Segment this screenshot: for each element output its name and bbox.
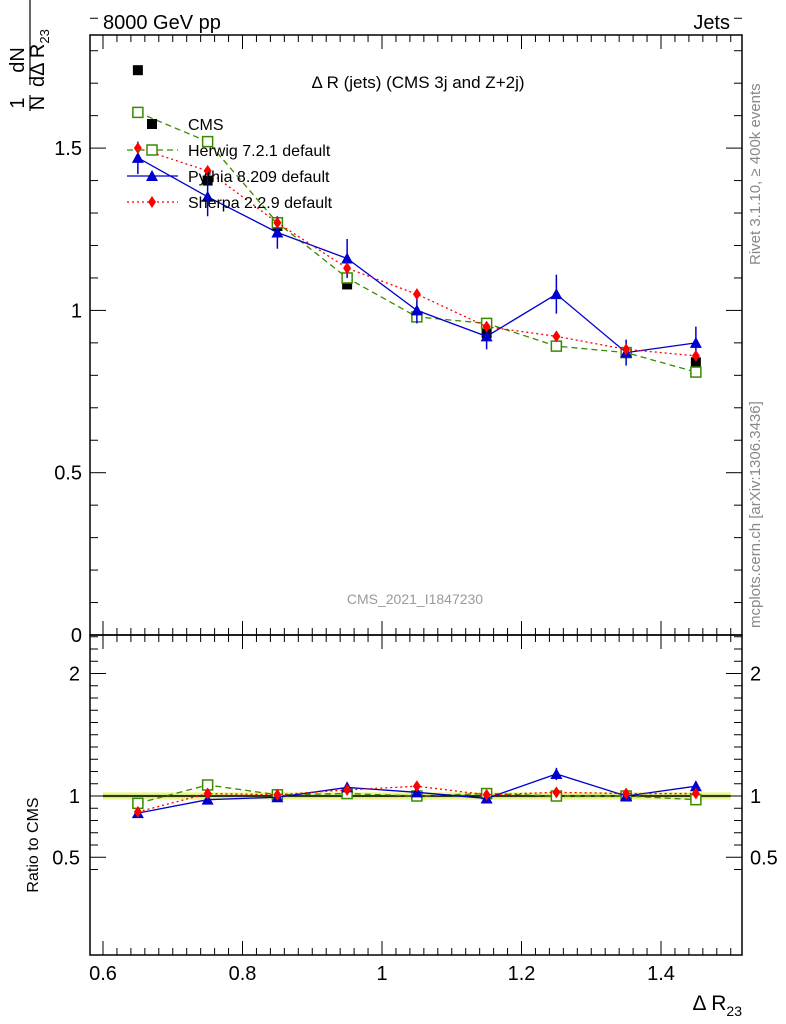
x-tick-label: 0.6 [89, 963, 117, 985]
ratio-y-label: Ratio to CMS [25, 797, 42, 892]
x-tick-label: 1.2 [508, 963, 536, 985]
main-title: Δ R (jets) (CMS 3j and Z+2j) [311, 73, 524, 92]
main-pythia-point [131, 151, 144, 163]
y-label-numerator-1: 1 [7, 97, 29, 108]
x-tick-label: 1 [376, 963, 387, 985]
ratio-sherpa-point [691, 787, 700, 800]
legend-cms-label: CMS [188, 117, 224, 134]
y-label-denominator-2: dΔ R23 [27, 29, 52, 87]
ratio-y-tick-label: 1 [69, 786, 80, 808]
ratio-sherpa-point [203, 787, 212, 800]
ratio-sherpa-point [412, 780, 421, 793]
watermark: CMS_2021_I1847230 [347, 591, 483, 607]
main-pythia-point [410, 304, 423, 316]
main-cms-point [132, 65, 143, 76]
legend-sherpa-label: Sherpa 2.2.9 default [188, 195, 333, 212]
main-cms-point [342, 279, 353, 290]
main-sherpa-point [343, 262, 352, 275]
header-category: Jets [693, 12, 730, 34]
main-sherpa-point [203, 164, 212, 177]
main-herwig-point [690, 366, 702, 378]
main-herwig-point [132, 106, 144, 119]
main-sherpa-point [412, 288, 421, 301]
main-sherpa-point [482, 320, 491, 333]
ratio-pythia-point [689, 780, 702, 792]
rivet-label: Rivet 3.1.10, ≥ 400k events [747, 83, 764, 265]
main-herwig-point [201, 135, 214, 148]
legend-herwig-label: Herwig 7.2.1 default [188, 143, 331, 160]
ratio-sherpa-point [622, 787, 631, 800]
main-pythia-point [480, 330, 493, 342]
legend-sherpa-marker [148, 196, 156, 208]
main-pythia-point [201, 190, 214, 202]
main-pythia-point [550, 288, 563, 300]
y-label-numerator-2: dN [7, 47, 29, 73]
ratio-sherpa-point [482, 788, 491, 801]
ratio-y-tick-label-right: 2 [750, 664, 761, 686]
x-tick-label: 0.8 [229, 963, 257, 985]
legend-cms-marker [147, 119, 157, 129]
ratio-y-tick-label-right: 1 [750, 786, 761, 808]
main-pythia-point [689, 336, 702, 348]
main-sherpa-point [133, 142, 142, 155]
main-herwig-point [550, 340, 563, 352]
legend: CMS Herwig 7.2.1 default Pythia 8.209 defa… [127, 117, 333, 212]
ratio-sherpa-point [273, 788, 282, 801]
main-sherpa-point [552, 330, 561, 343]
legend-herwig-marker [146, 144, 158, 156]
ratio-frame [89, 634, 743, 956]
main-cms-point [690, 357, 701, 368]
x-tick-label: 1.4 [647, 963, 675, 985]
ratio-y-tick-label-right: 0.5 [750, 847, 778, 869]
header-energy: 8000 GeV pp [103, 12, 221, 34]
main-sherpa-point [691, 349, 700, 362]
main-sherpa-point [622, 343, 631, 356]
main-sherpa-point [273, 216, 282, 229]
ratio-sherpa-point [552, 786, 561, 799]
y-tick-label: 0 [71, 625, 82, 647]
ratio-y-tick-label: 0.5 [52, 847, 80, 869]
ratio-panel: 0.6 0.8 1 1.2 1.4 Δ R23 0.5 0.5 1 1 2 2 [52, 634, 778, 1019]
main-pythia-point [341, 252, 354, 264]
ratio-pythia-point [550, 767, 563, 779]
x-axis-label: Δ R23 [693, 992, 743, 1019]
ratio-sherpa-point [343, 783, 352, 796]
y-tick-label: 1 [71, 300, 82, 322]
main-pythia-point [271, 226, 284, 238]
ratio-sherpa-point [133, 805, 142, 818]
legend-pythia-label: Pythia 8.209 default [188, 169, 330, 186]
mcplots-label: mcplots.cern.ch [arXiv:1306.3436] [747, 401, 764, 628]
legend-pythia-marker [146, 170, 158, 181]
y-label-denominator-1: N [27, 96, 49, 110]
ratio-y-tick-label: 2 [69, 664, 80, 686]
y-tick-label: 1.5 [54, 138, 82, 160]
y-tick-label: 0.5 [54, 463, 82, 485]
